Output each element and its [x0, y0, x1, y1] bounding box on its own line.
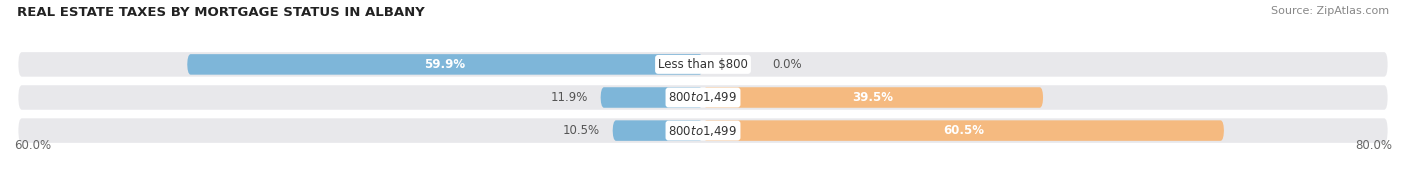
Text: 39.5%: 39.5% — [852, 91, 894, 104]
FancyBboxPatch shape — [613, 120, 703, 141]
Text: 60.0%: 60.0% — [14, 139, 51, 152]
FancyBboxPatch shape — [18, 85, 1388, 110]
Text: Less than $800: Less than $800 — [658, 58, 748, 71]
Text: $800 to $1,499: $800 to $1,499 — [668, 124, 738, 138]
FancyBboxPatch shape — [703, 120, 1225, 141]
FancyBboxPatch shape — [18, 52, 1388, 77]
Text: REAL ESTATE TAXES BY MORTGAGE STATUS IN ALBANY: REAL ESTATE TAXES BY MORTGAGE STATUS IN … — [17, 6, 425, 19]
FancyBboxPatch shape — [600, 87, 703, 108]
Text: 59.9%: 59.9% — [425, 58, 465, 71]
Text: $800 to $1,499: $800 to $1,499 — [668, 90, 738, 105]
Text: 0.0%: 0.0% — [772, 58, 801, 71]
FancyBboxPatch shape — [187, 54, 703, 75]
Text: 80.0%: 80.0% — [1355, 139, 1392, 152]
Text: 11.9%: 11.9% — [550, 91, 588, 104]
Text: 60.5%: 60.5% — [943, 124, 984, 137]
FancyBboxPatch shape — [18, 118, 1388, 143]
Text: 10.5%: 10.5% — [562, 124, 599, 137]
FancyBboxPatch shape — [703, 87, 1043, 108]
Text: Source: ZipAtlas.com: Source: ZipAtlas.com — [1271, 6, 1389, 16]
